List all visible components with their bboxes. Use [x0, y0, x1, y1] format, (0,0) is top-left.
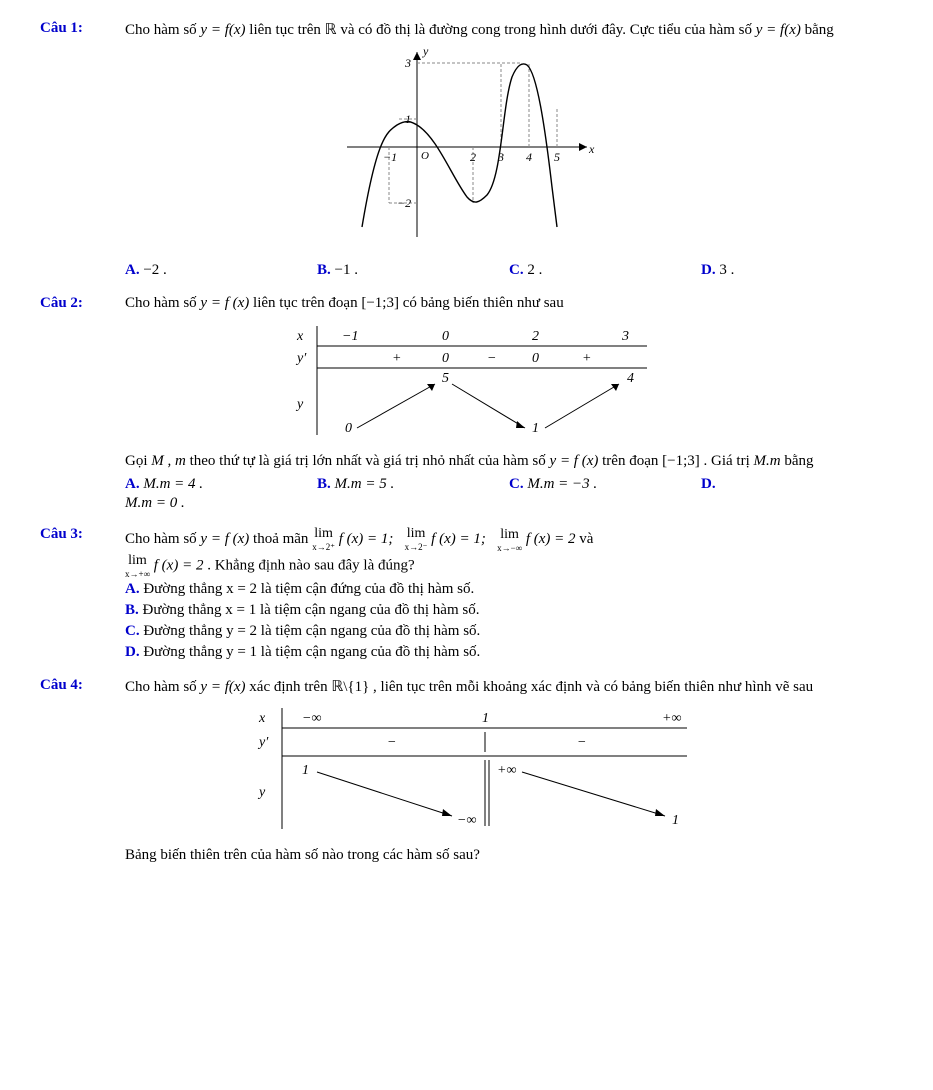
svg-text:3: 3	[404, 56, 411, 70]
question-1: Câu 1: Cho hàm số y = f(x) liên tục trên…	[40, 20, 893, 281]
svg-text:4: 4	[627, 371, 634, 386]
question-4: Câu 4: Cho hàm số y = f(x) xác định trên…	[40, 677, 893, 864]
q1-figure: x y O −1 2 3 4 5 1 3 −2	[40, 47, 893, 252]
svg-text:−∞: −∞	[457, 813, 476, 828]
q1-text4: bằng	[805, 22, 834, 38]
q3-body2: lim x→+∞ f (x) = 2 . Khẳng định nào sau …	[125, 553, 893, 579]
svg-text:−1: −1	[342, 329, 358, 344]
svg-text:−: −	[577, 735, 586, 750]
svg-text:3: 3	[621, 329, 629, 344]
q1-text2: liên tục trên	[249, 22, 324, 38]
question-2: Câu 2: Cho hàm số y = f (x) liên tục trê…	[40, 295, 893, 512]
q2-choice-C[interactable]: C. M.m = −3 .	[509, 474, 701, 495]
svg-text:1: 1	[672, 813, 679, 828]
q1-choice-D[interactable]: D. 3 .	[701, 260, 893, 281]
svg-text:−1: −1	[383, 150, 397, 164]
q3-choice-A[interactable]: A. Đường thẳng x = 2 là tiệm cận đứng củ…	[125, 579, 893, 600]
svg-text:y: y	[295, 397, 304, 412]
svg-text:x: x	[258, 711, 266, 726]
origin-label: O	[421, 150, 429, 162]
q2-body2: Gọi M , m theo thứ tự là giá trị lớn nhấ…	[125, 453, 893, 470]
q3-body: Cho hàm số y = f (x) thoả mãn lim x→2⁺ f…	[125, 526, 893, 553]
svg-text:5: 5	[442, 371, 449, 386]
q2-choice-A[interactable]: A. M.m = 4 .	[125, 474, 317, 495]
q1-choice-B[interactable]: B. −1 .	[317, 260, 509, 281]
q2-body: Cho hàm số y = f (x) liên tục trên đoạn …	[125, 295, 893, 312]
svg-text:y: y	[422, 47, 429, 58]
q2-choice-B[interactable]: B. M.m = 5 .	[317, 474, 509, 495]
q2-choices: A. M.m = 4 . B. M.m = 5 . C. M.m = −3 . …	[125, 474, 893, 495]
question-3: Câu 3: Cho hàm số y = f (x) thoả mãn lim…	[40, 526, 893, 663]
svg-text:−2: −2	[397, 196, 411, 210]
svg-text:+∞: +∞	[662, 711, 681, 726]
q1-text1: Cho hàm số	[125, 22, 200, 38]
q2-choice-D-label[interactable]: D.	[701, 474, 893, 495]
q1-set: ℝ	[325, 22, 337, 38]
q2-vartable: x y′ y −1 0 2 3 + 0 − 0 + 0 5 1 4	[40, 320, 893, 445]
svg-text:1: 1	[405, 112, 411, 126]
q1-label: Câu 1:	[40, 20, 125, 37]
svg-text:2: 2	[532, 329, 539, 344]
q1-eq1: y = f(x)	[200, 22, 245, 38]
svg-text:1: 1	[482, 711, 489, 726]
svg-text:−: −	[487, 351, 496, 366]
q3-choice-B[interactable]: B. Đường thẳng x = 1 là tiệm cận ngang c…	[125, 600, 893, 621]
q1-body: Cho hàm số y = f(x) liên tục trên ℝ và c…	[125, 20, 893, 39]
svg-text:0: 0	[532, 351, 539, 366]
svg-text:1: 1	[532, 421, 539, 436]
q3-choice-D[interactable]: D. Đường thẳng y = 1 là tiệm cận ngang c…	[125, 642, 893, 663]
q3-label: Câu 3:	[40, 526, 125, 543]
svg-text:+: +	[582, 351, 591, 366]
q3-choice-C[interactable]: C. Đường thẳng y = 2 là tiệm cận ngang c…	[125, 621, 893, 642]
svg-text:4: 4	[526, 150, 532, 164]
svg-text:5: 5	[554, 150, 560, 164]
svg-text:0: 0	[442, 329, 449, 344]
q4-label: Câu 4:	[40, 677, 125, 694]
svg-text:0: 0	[442, 351, 449, 366]
q4-body: Cho hàm số y = f(x) xác định trên ℝ\{1} …	[125, 677, 893, 696]
svg-text:y: y	[257, 785, 266, 800]
q4-vartable: x y′ y −∞ 1 +∞ − − 1 −∞ +∞ 1	[40, 704, 893, 839]
svg-text:1: 1	[302, 763, 309, 778]
q1-eq2: y = f(x)	[756, 22, 801, 38]
svg-text:2: 2	[470, 150, 476, 164]
svg-text:+∞: +∞	[497, 763, 516, 778]
svg-text:+: +	[392, 351, 401, 366]
svg-text:0: 0	[345, 421, 352, 436]
svg-text:y′: y′	[295, 351, 307, 366]
q1-choices: A. −2 . B. −1 . C. 2 . D. 3 .	[125, 260, 893, 281]
svg-text:−: −	[387, 735, 396, 750]
q1-choice-A[interactable]: A. −2 .	[125, 260, 317, 281]
q1-choice-C[interactable]: C. 2 .	[509, 260, 701, 281]
q2-label: Câu 2:	[40, 295, 125, 312]
svg-text:−∞: −∞	[302, 711, 321, 726]
svg-text:x: x	[296, 329, 304, 344]
q2-choice-D[interactable]: M.m = 0 .	[125, 495, 893, 512]
q1-text3: và có đồ thị là đường cong trong hình dư…	[340, 22, 755, 38]
svg-text:y′: y′	[257, 735, 269, 750]
svg-text:x: x	[588, 142, 595, 156]
q4-body2: Bảng biến thiên trên của hàm số nào tron…	[125, 847, 893, 864]
q1-graph: x y O −1 2 3 4 5 1 3 −2	[317, 47, 617, 247]
